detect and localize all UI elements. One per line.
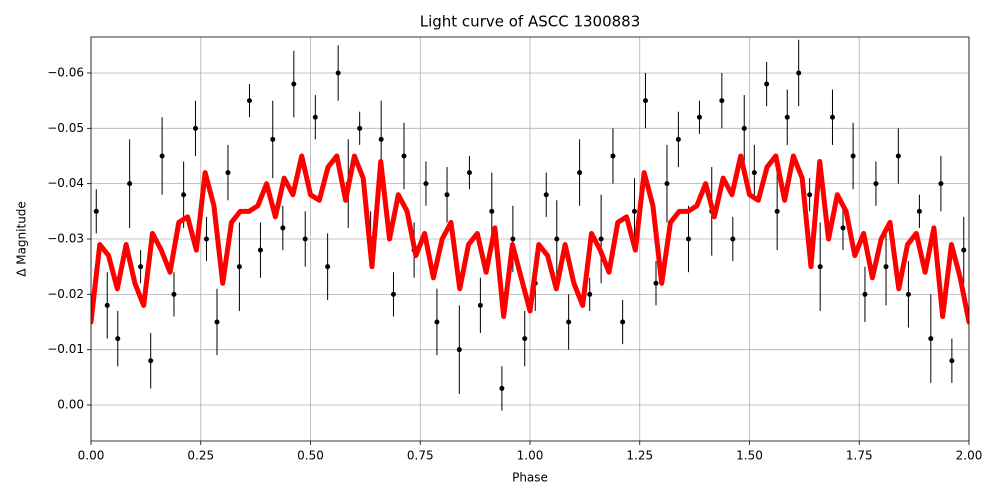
grid — [90, 37, 970, 441]
data-point — [764, 81, 770, 87]
data-point — [444, 192, 450, 198]
data-point — [203, 236, 209, 242]
data-point — [499, 385, 505, 391]
data-point — [751, 170, 757, 176]
data-point — [554, 236, 560, 242]
data-point — [631, 208, 637, 214]
model-curve — [91, 153, 969, 325]
data-point — [543, 192, 549, 198]
data-point — [192, 125, 198, 131]
data-point — [357, 125, 363, 131]
data-point — [335, 70, 341, 76]
data-point — [246, 98, 252, 104]
y-tick-label: 0.00 — [57, 398, 84, 412]
data-point — [390, 291, 396, 297]
data-point — [784, 114, 790, 120]
axes: 0.00 0.25 0.50 0.75 1.00 1.25 1.50 1.75 2.00 −0.0… — [47, 65, 982, 462]
data-point — [159, 153, 165, 159]
data-point — [225, 170, 231, 176]
data-point — [642, 98, 648, 104]
data-point — [566, 319, 572, 325]
data-point — [181, 192, 187, 198]
data-point — [587, 291, 593, 297]
data-point — [905, 291, 911, 297]
data-point — [817, 264, 823, 270]
data-point — [325, 264, 331, 270]
data-point — [214, 319, 220, 325]
data-point — [401, 153, 407, 159]
data-point — [466, 170, 472, 176]
data-point — [302, 236, 308, 242]
y-tick-label: −0.03 — [47, 232, 84, 246]
data-point — [719, 98, 725, 104]
data-point — [510, 236, 516, 242]
data-point — [938, 181, 944, 187]
x-tick-label: 1.00 — [517, 449, 544, 463]
data-point — [796, 70, 802, 76]
data-point — [138, 264, 144, 270]
data-point — [928, 336, 934, 342]
data-point — [598, 236, 604, 242]
x-axis-label: Phase — [512, 471, 548, 485]
data-point — [93, 208, 99, 214]
data-point — [115, 336, 121, 342]
data-point — [171, 291, 177, 297]
x-tick-label: 0.75 — [407, 449, 434, 463]
data-point — [423, 181, 429, 187]
data-point — [675, 136, 681, 142]
data-point — [664, 181, 670, 187]
data-point — [696, 114, 702, 120]
data-point — [104, 302, 110, 308]
data-point — [653, 280, 659, 286]
data-point — [774, 208, 780, 214]
y-tick-label: −0.06 — [47, 65, 84, 79]
data-point — [829, 114, 835, 120]
x-tick-label: 1.75 — [846, 449, 873, 463]
data-point — [895, 153, 901, 159]
data-point — [916, 208, 922, 214]
data-point — [961, 247, 967, 253]
x-tick-label: 1.25 — [626, 449, 653, 463]
data-point — [840, 225, 846, 231]
data-point — [741, 125, 747, 131]
data-point — [883, 264, 889, 270]
data-point — [456, 347, 462, 353]
data-point — [434, 319, 440, 325]
plot-area — [91, 39, 969, 411]
chart-title: Light curve of ASCC 1300883 — [420, 13, 641, 31]
data-point — [730, 236, 736, 242]
data-point — [522, 336, 528, 342]
data-point — [577, 170, 583, 176]
y-tick-label: −0.04 — [47, 176, 84, 190]
y-tick-label: −0.02 — [47, 287, 84, 301]
x-tick-label: 1.50 — [736, 449, 763, 463]
data-point — [873, 181, 879, 187]
data-point — [610, 153, 616, 159]
data-point — [807, 192, 813, 198]
data-point — [477, 302, 483, 308]
y-tick-label: −0.01 — [47, 342, 84, 356]
data-point — [378, 136, 384, 142]
y-axis-label: Δ Magnitude — [15, 201, 29, 277]
data-point — [148, 358, 154, 364]
data-point — [685, 236, 691, 242]
x-tick-label: 0.50 — [297, 449, 324, 463]
data-point — [620, 319, 626, 325]
data-point — [280, 225, 286, 231]
data-point — [257, 247, 263, 253]
data-point — [127, 181, 133, 187]
data-point — [862, 291, 868, 297]
data-point — [489, 208, 495, 214]
data-point — [270, 136, 276, 142]
data-point — [850, 153, 856, 159]
data-point — [236, 264, 242, 270]
x-tick-label: 0.00 — [78, 449, 105, 463]
data-point — [949, 358, 955, 364]
data-point — [291, 81, 297, 87]
y-tick-label: −0.05 — [47, 121, 84, 135]
data-point — [312, 114, 318, 120]
x-tick-label: 0.25 — [187, 449, 214, 463]
x-tick-label: 2.00 — [956, 449, 983, 463]
